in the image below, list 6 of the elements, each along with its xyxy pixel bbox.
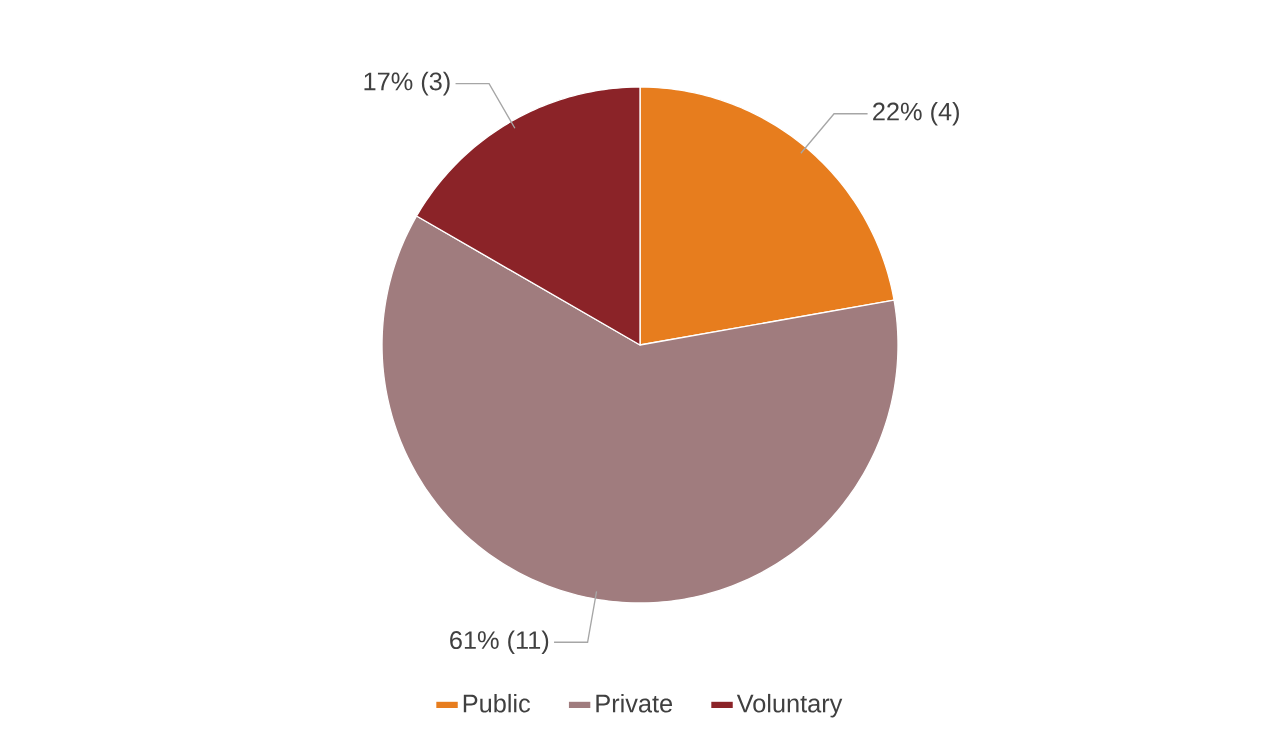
legend-label: Public	[463, 693, 531, 713]
data-label: 17% (3)	[364, 71, 450, 96]
legend-label: Private	[596, 693, 673, 713]
data-label: 61% (11)	[450, 630, 549, 655]
data-label: 22% (4)	[873, 101, 959, 126]
legend-label: Voluntary	[736, 693, 843, 718]
